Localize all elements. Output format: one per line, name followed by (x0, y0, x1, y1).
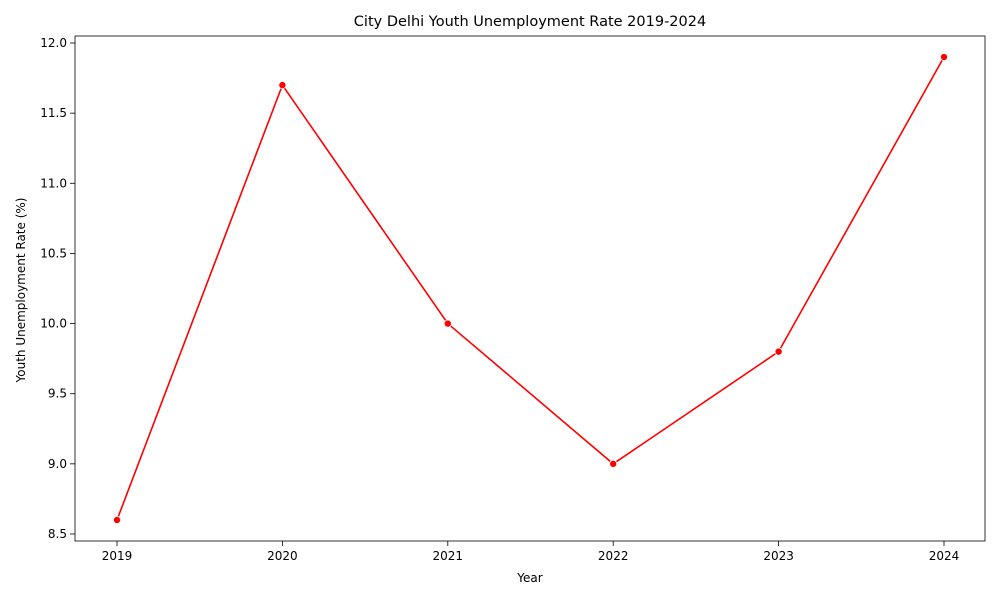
chart-title: City Delhi Youth Unemployment Rate 2019-… (354, 14, 706, 30)
plot-area: 2019 2020 2021 2022 2023 2024 8.5 9.0 9.5 10.0 10.… (40, 35, 986, 563)
y-tick-label: 10.0 (40, 317, 67, 331)
x-tick-label: 2024 (929, 549, 960, 563)
data-point (940, 53, 949, 62)
y-tick-label: 9.0 (48, 457, 67, 471)
axes-frame (74, 35, 986, 542)
data-point (609, 459, 618, 468)
x-tick-label: 2019 (102, 549, 133, 563)
y-tick-label: 9.5 (48, 387, 67, 401)
y-tick-label: 12.0 (40, 36, 67, 50)
y-axis-label: Youth Unemployment Rate (%) (14, 198, 28, 384)
y-tick-label: 11.5 (40, 106, 67, 120)
y-tick-label: 10.5 (40, 246, 67, 260)
x-tick-label: 2022 (598, 549, 629, 563)
data-point (774, 347, 783, 356)
series-line (116, 56, 945, 521)
x-tick-label: 2020 (267, 549, 298, 563)
data-point (113, 515, 122, 524)
x-axis-label: Year (516, 571, 542, 585)
data-point (443, 319, 452, 328)
y-tick-label: 8.5 (48, 527, 67, 541)
y-tick-label: 11.0 (40, 176, 67, 190)
x-tick-label: 2021 (433, 549, 464, 563)
data-point (278, 81, 287, 90)
x-tick-label: 2023 (763, 549, 794, 563)
